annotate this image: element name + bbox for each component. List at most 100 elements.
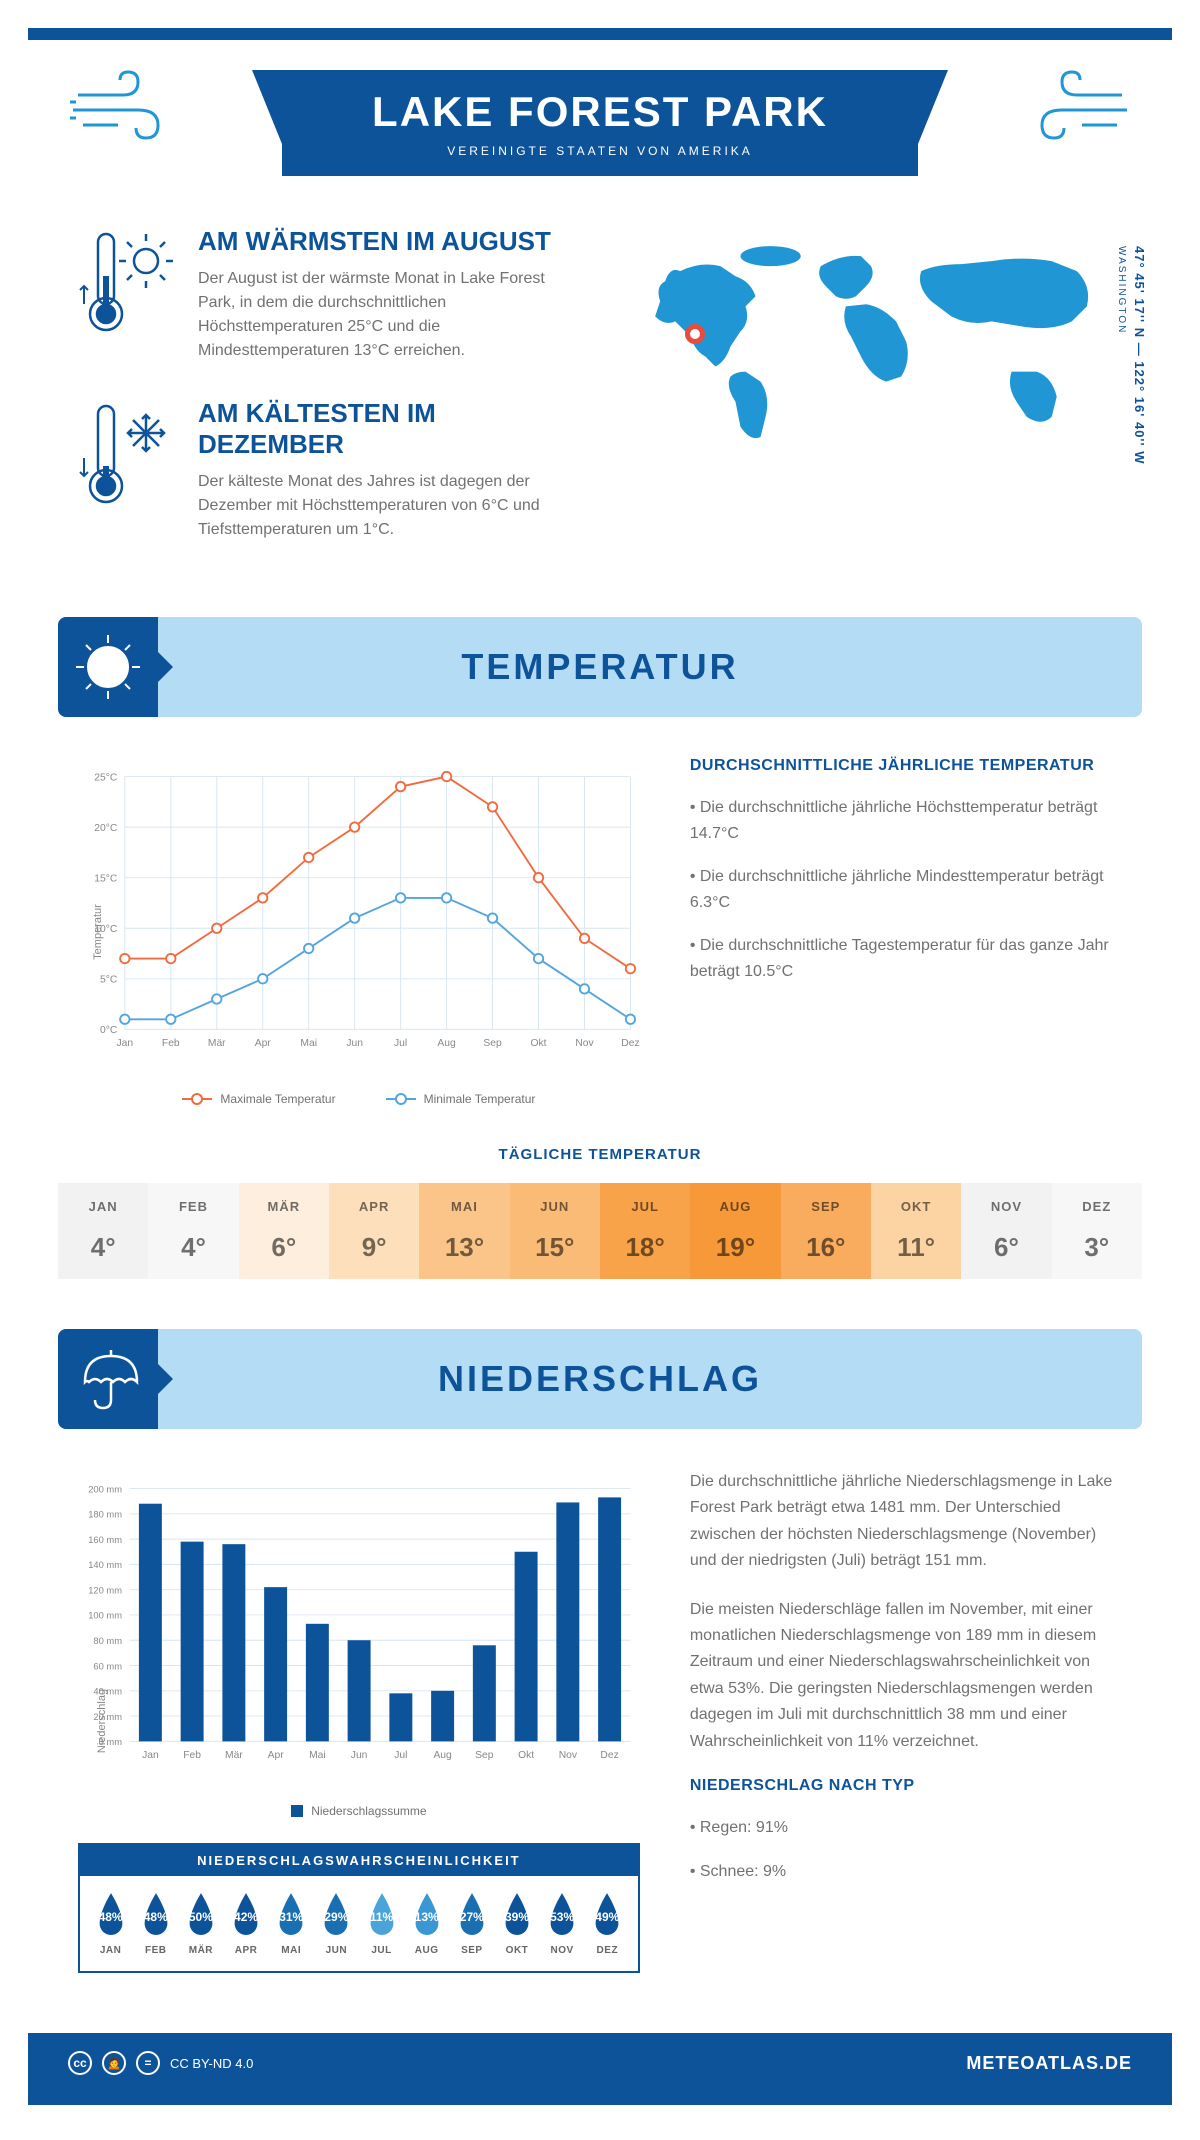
svg-text:Nov: Nov [575, 1038, 594, 1049]
site-name: METEOATLAS.DE [966, 2053, 1132, 2074]
world-map [620, 226, 1122, 492]
temp-info-bullet: • Die durchschnittliche jährliche Mindes… [690, 864, 1122, 915]
precip-type-title: NIEDERSCHLAG NACH TYP [690, 1777, 1122, 1795]
svg-text:Dez: Dez [600, 1750, 618, 1761]
precip-type-rain: • Regen: 91% [690, 1815, 1122, 1841]
chart-legend: Maximale Temperatur Minimale Temperatur [78, 1092, 640, 1106]
daily-cell: FEB4° [148, 1183, 238, 1279]
svg-text:Mär: Mär [225, 1750, 243, 1761]
svg-text:Jul: Jul [394, 1038, 407, 1049]
svg-text:Apr: Apr [268, 1750, 285, 1761]
y-axis-label: Niederschlag [96, 1689, 108, 1753]
coords-label: 47° 45' 17'' N — 122° 16' 40'' W [1132, 246, 1147, 465]
thermometer-sun-icon [78, 226, 173, 363]
precipitation-chart: Niederschlag 0 mm20 mm40 mm60 mm80 mm100… [78, 1469, 640, 1973]
svg-text:160 mm: 160 mm [88, 1535, 122, 1545]
section-header-precipitation: NIEDERSCHLAG [58, 1329, 1142, 1429]
temp-info-title: DURCHSCHNITTLICHE JÄHRLICHE TEMPERATUR [690, 757, 1122, 775]
svg-text:Okt: Okt [531, 1038, 547, 1049]
svg-text:20°C: 20°C [94, 823, 118, 834]
warmest-title: AM WÄRMSTEN IM AUGUST [198, 226, 580, 257]
daily-cell: SEP16° [781, 1183, 871, 1279]
wind-icon [68, 70, 168, 145]
daily-cell: NOV6° [961, 1183, 1051, 1279]
umbrella-icon [58, 1329, 158, 1429]
svg-text:180 mm: 180 mm [88, 1510, 122, 1520]
svg-text:Sep: Sep [475, 1750, 494, 1761]
legend-min: Minimale Temperatur [424, 1092, 536, 1106]
svg-text:Feb: Feb [162, 1038, 180, 1049]
svg-text:Aug: Aug [437, 1038, 456, 1049]
svg-text:25°C: 25°C [94, 772, 118, 783]
svg-text:Jun: Jun [346, 1038, 363, 1049]
temp-info-bullet: • Die durchschnittliche Tagestemperatur … [690, 933, 1122, 984]
daily-cell: OKT11° [871, 1183, 961, 1279]
page-title: LAKE FOREST PARK [372, 88, 828, 136]
svg-text:100 mm: 100 mm [88, 1611, 122, 1621]
legend-max: Maximale Temperatur [220, 1092, 335, 1106]
daily-cell: MAI13° [419, 1183, 509, 1279]
svg-text:Feb: Feb [183, 1750, 201, 1761]
probability-cell: 11%JUL [359, 1891, 404, 1956]
y-axis-label: Temperatur [92, 904, 104, 960]
probability-box: NIEDERSCHLAGSWAHRSCHEINLICHKEIT 48%JAN48… [78, 1843, 640, 1973]
probability-cell: 31%MAI [269, 1891, 314, 1956]
sun-icon [58, 617, 158, 717]
warmest-text: Der August ist der wärmste Monat in Lake… [198, 267, 580, 363]
daily-cell: JUL18° [600, 1183, 690, 1279]
svg-text:200 mm: 200 mm [88, 1484, 122, 1494]
svg-text:120 mm: 120 mm [88, 1585, 122, 1595]
daily-cell: AUG19° [690, 1183, 780, 1279]
svg-text:15°C: 15°C [94, 873, 118, 884]
license-text: CC BY-ND 4.0 [170, 2056, 253, 2071]
svg-text:Sep: Sep [483, 1038, 502, 1049]
svg-text:Jul: Jul [394, 1750, 407, 1761]
probability-cell: 13%AUG [404, 1891, 449, 1956]
svg-text:140 mm: 140 mm [88, 1560, 122, 1570]
coldest-block: AM KÄLTESTEN IM DEZEMBER Der kälteste Mo… [78, 398, 580, 542]
probability-cell: 53%NOV [540, 1891, 585, 1956]
svg-text:Jan: Jan [142, 1750, 159, 1761]
daily-cell: JAN4° [58, 1183, 148, 1279]
daily-cell: DEZ3° [1052, 1183, 1142, 1279]
cc-icon: cc [68, 2051, 92, 2075]
daily-cell: APR9° [329, 1183, 419, 1279]
probability-cell: 48%FEB [133, 1891, 178, 1956]
nd-icon: = [136, 2051, 160, 2075]
warmest-block: AM WÄRMSTEN IM AUGUST Der August ist der… [78, 226, 580, 363]
precip-paragraph: Die meisten Niederschläge fallen im Nove… [690, 1597, 1122, 1755]
section-title: TEMPERATUR [188, 646, 1112, 688]
precip-paragraph: Die durchschnittliche jährliche Niedersc… [690, 1469, 1122, 1575]
svg-text:Dez: Dez [621, 1038, 639, 1049]
probability-cell: 29%JUN [314, 1891, 359, 1956]
daily-temp-table: JAN4°FEB4°MÄR6°APR9°MAI13°JUN15°JUL18°AU… [58, 1183, 1142, 1279]
probability-title: NIEDERSCHLAGSWAHRSCHEINLICHKEIT [80, 1845, 638, 1876]
coldest-title: AM KÄLTESTEN IM DEZEMBER [198, 398, 580, 460]
svg-text:5°C: 5°C [100, 975, 118, 986]
thermometer-snow-icon [78, 398, 173, 542]
svg-text:Aug: Aug [433, 1750, 452, 1761]
daily-cell: MÄR6° [239, 1183, 329, 1279]
section-title: NIEDERSCHLAG [188, 1358, 1112, 1400]
precip-type-snow: • Schnee: 9% [690, 1859, 1122, 1885]
legend-precip: Niederschlagssumme [311, 1804, 426, 1818]
svg-text:Nov: Nov [559, 1750, 578, 1761]
svg-text:0°C: 0°C [100, 1025, 118, 1036]
svg-text:Mai: Mai [309, 1750, 326, 1761]
temp-info-bullet: • Die durchschnittliche jährliche Höchst… [690, 795, 1122, 846]
probability-cell: 39%OKT [494, 1891, 539, 1956]
summary-row: AM WÄRMSTEN IM AUGUST Der August ist der… [28, 226, 1172, 617]
svg-text:Jun: Jun [351, 1750, 368, 1761]
title-banner: LAKE FOREST PARK VEREINIGTE STAATEN VON … [282, 70, 918, 176]
section-header-temperature: TEMPERATUR [58, 617, 1142, 717]
coldest-text: Der kälteste Monat des Jahres ist dagege… [198, 470, 580, 542]
probability-cell: 48%JAN [88, 1891, 133, 1956]
svg-text:Mai: Mai [300, 1038, 317, 1049]
probability-cell: 49%DEZ [585, 1891, 630, 1956]
wind-icon [1032, 70, 1132, 145]
page-subtitle: VEREINIGTE STAATEN VON AMERIKA [372, 144, 828, 158]
svg-text:Mär: Mär [208, 1038, 226, 1049]
footer: cc 🙍 = CC BY-ND 4.0 METEOATLAS.DE [28, 2033, 1172, 2093]
svg-text:Okt: Okt [518, 1750, 534, 1761]
probability-cell: 27%SEP [449, 1891, 494, 1956]
